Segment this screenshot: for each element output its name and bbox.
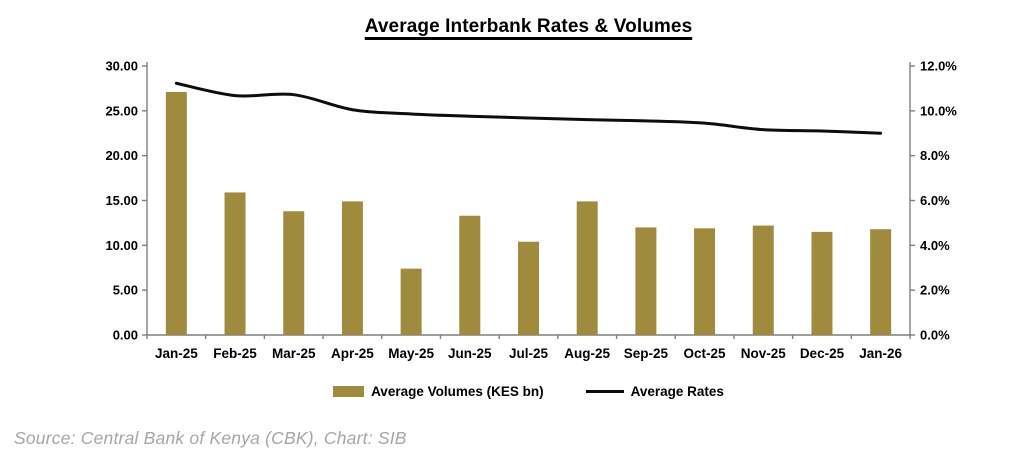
x-axis-category-label: Jan-26 [859, 346, 902, 361]
rates-line-swatch-icon [585, 389, 624, 393]
left-axis-tick-label: 15.00 [105, 193, 138, 208]
volume-bar-Jan-26 [870, 229, 892, 335]
left-axis-tick-label: 20.00 [105, 148, 138, 163]
legend-item-rates: Average Rates [585, 383, 724, 399]
x-axis-category-label: Mar-25 [272, 346, 316, 361]
volume-bar-Jul-25 [518, 241, 539, 335]
left-axis-tick-label: 0.00 [113, 328, 138, 343]
volumes-bar-swatch-icon [333, 385, 365, 397]
x-axis-category-label: Oct-25 [684, 346, 727, 361]
combo-chart: 30.00 12.0% 25.00 10.0% 20.00 8.0% 15.00 6.0% 10… [105, 59, 957, 362]
legend-item-volumes: Average Volumes (KES bn) [333, 384, 544, 399]
volume-bar-Aug-25 [576, 201, 598, 335]
right-axis-tick-label: 0.0% [920, 328, 950, 343]
right-axis-tick-label: 8.0% [920, 148, 950, 163]
left-axis-tick-label: 25.00 [105, 103, 138, 118]
x-axis-category-label: Nov-25 [741, 346, 787, 361]
volume-bar-Feb-25 [224, 192, 246, 335]
volume-bar-May-25 [400, 268, 422, 335]
volume-bar-Mar-25 [283, 211, 305, 335]
left-axis-tick-label: 5.00 [113, 283, 138, 298]
average-rates-line [174, 81, 883, 135]
rates-legend-label: Average Rates [630, 383, 724, 399]
x-axis-category-label: Jul-25 [509, 346, 549, 361]
right-axis-tick-label: 10.0% [920, 103, 957, 118]
right-axis-tick-label: 12.0% [920, 59, 957, 74]
x-axis-category-label: Sep-25 [624, 346, 669, 361]
left-axis-tick-label: 30.00 [105, 59, 138, 74]
chart-title: Average Interbank Rates & Volumes [364, 16, 693, 37]
volume-bar-Apr-25 [341, 201, 363, 335]
x-axis-category-label: May-25 [388, 346, 434, 361]
right-axis-tick-label: 6.0% [920, 193, 950, 208]
volume-bar-Jan-25 [165, 92, 187, 336]
right-axis-tick-label: 4.0% [920, 238, 950, 253]
left-axis-tick-label: 10.00 [105, 238, 138, 253]
volumes-legend-label: Average Volumes (KES bn) [371, 383, 544, 399]
x-axis-category-label: Jan-25 [155, 346, 198, 361]
x-axis-category-label: Aug-25 [564, 346, 610, 361]
x-axis-category-label: Feb-25 [213, 346, 257, 361]
x-axis-category-label: Apr-25 [331, 346, 374, 361]
volume-bar-Jun-25 [459, 215, 481, 335]
right-axis-tick-label: 2.0% [920, 283, 950, 298]
volume-bar-Nov-25 [752, 225, 774, 335]
x-axis-category-label: Jun-25 [448, 346, 492, 361]
volume-bar-Dec-25 [811, 231, 833, 335]
volume-bar-Sep-25 [635, 227, 657, 335]
chart-legend: Average Volumes (KES bn) Average Rates [147, 382, 910, 400]
source-caption: Source: Central Bank of Kenya (CBK), Cha… [14, 428, 407, 448]
volume-bar-Oct-25 [694, 228, 716, 335]
x-axis-category-label: Dec-25 [800, 346, 845, 361]
